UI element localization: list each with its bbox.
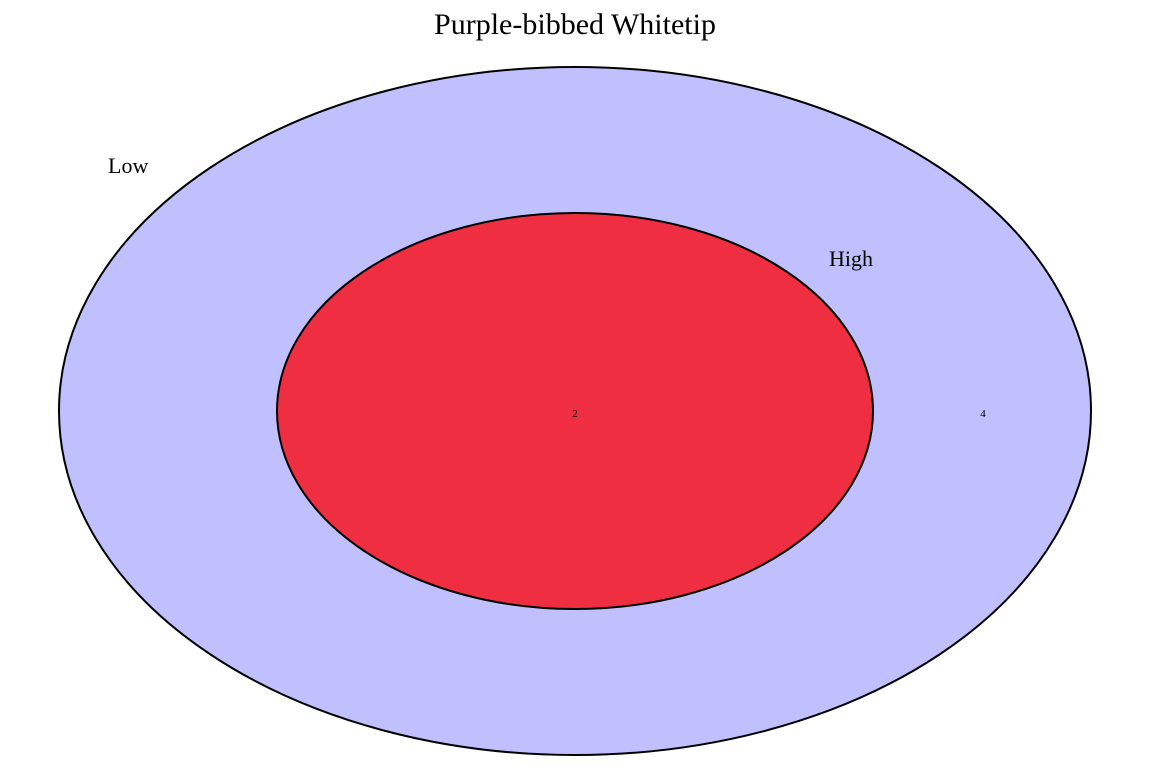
diagram-title: Purple-bibbed Whitetip [434,8,716,41]
set-label-low: Low [108,153,148,178]
region-count-low-only: 4 [980,408,986,420]
set-label-high: High [829,246,873,271]
set-ellipse-high [276,212,874,610]
region-count-low-and-high: 2 [572,408,578,420]
